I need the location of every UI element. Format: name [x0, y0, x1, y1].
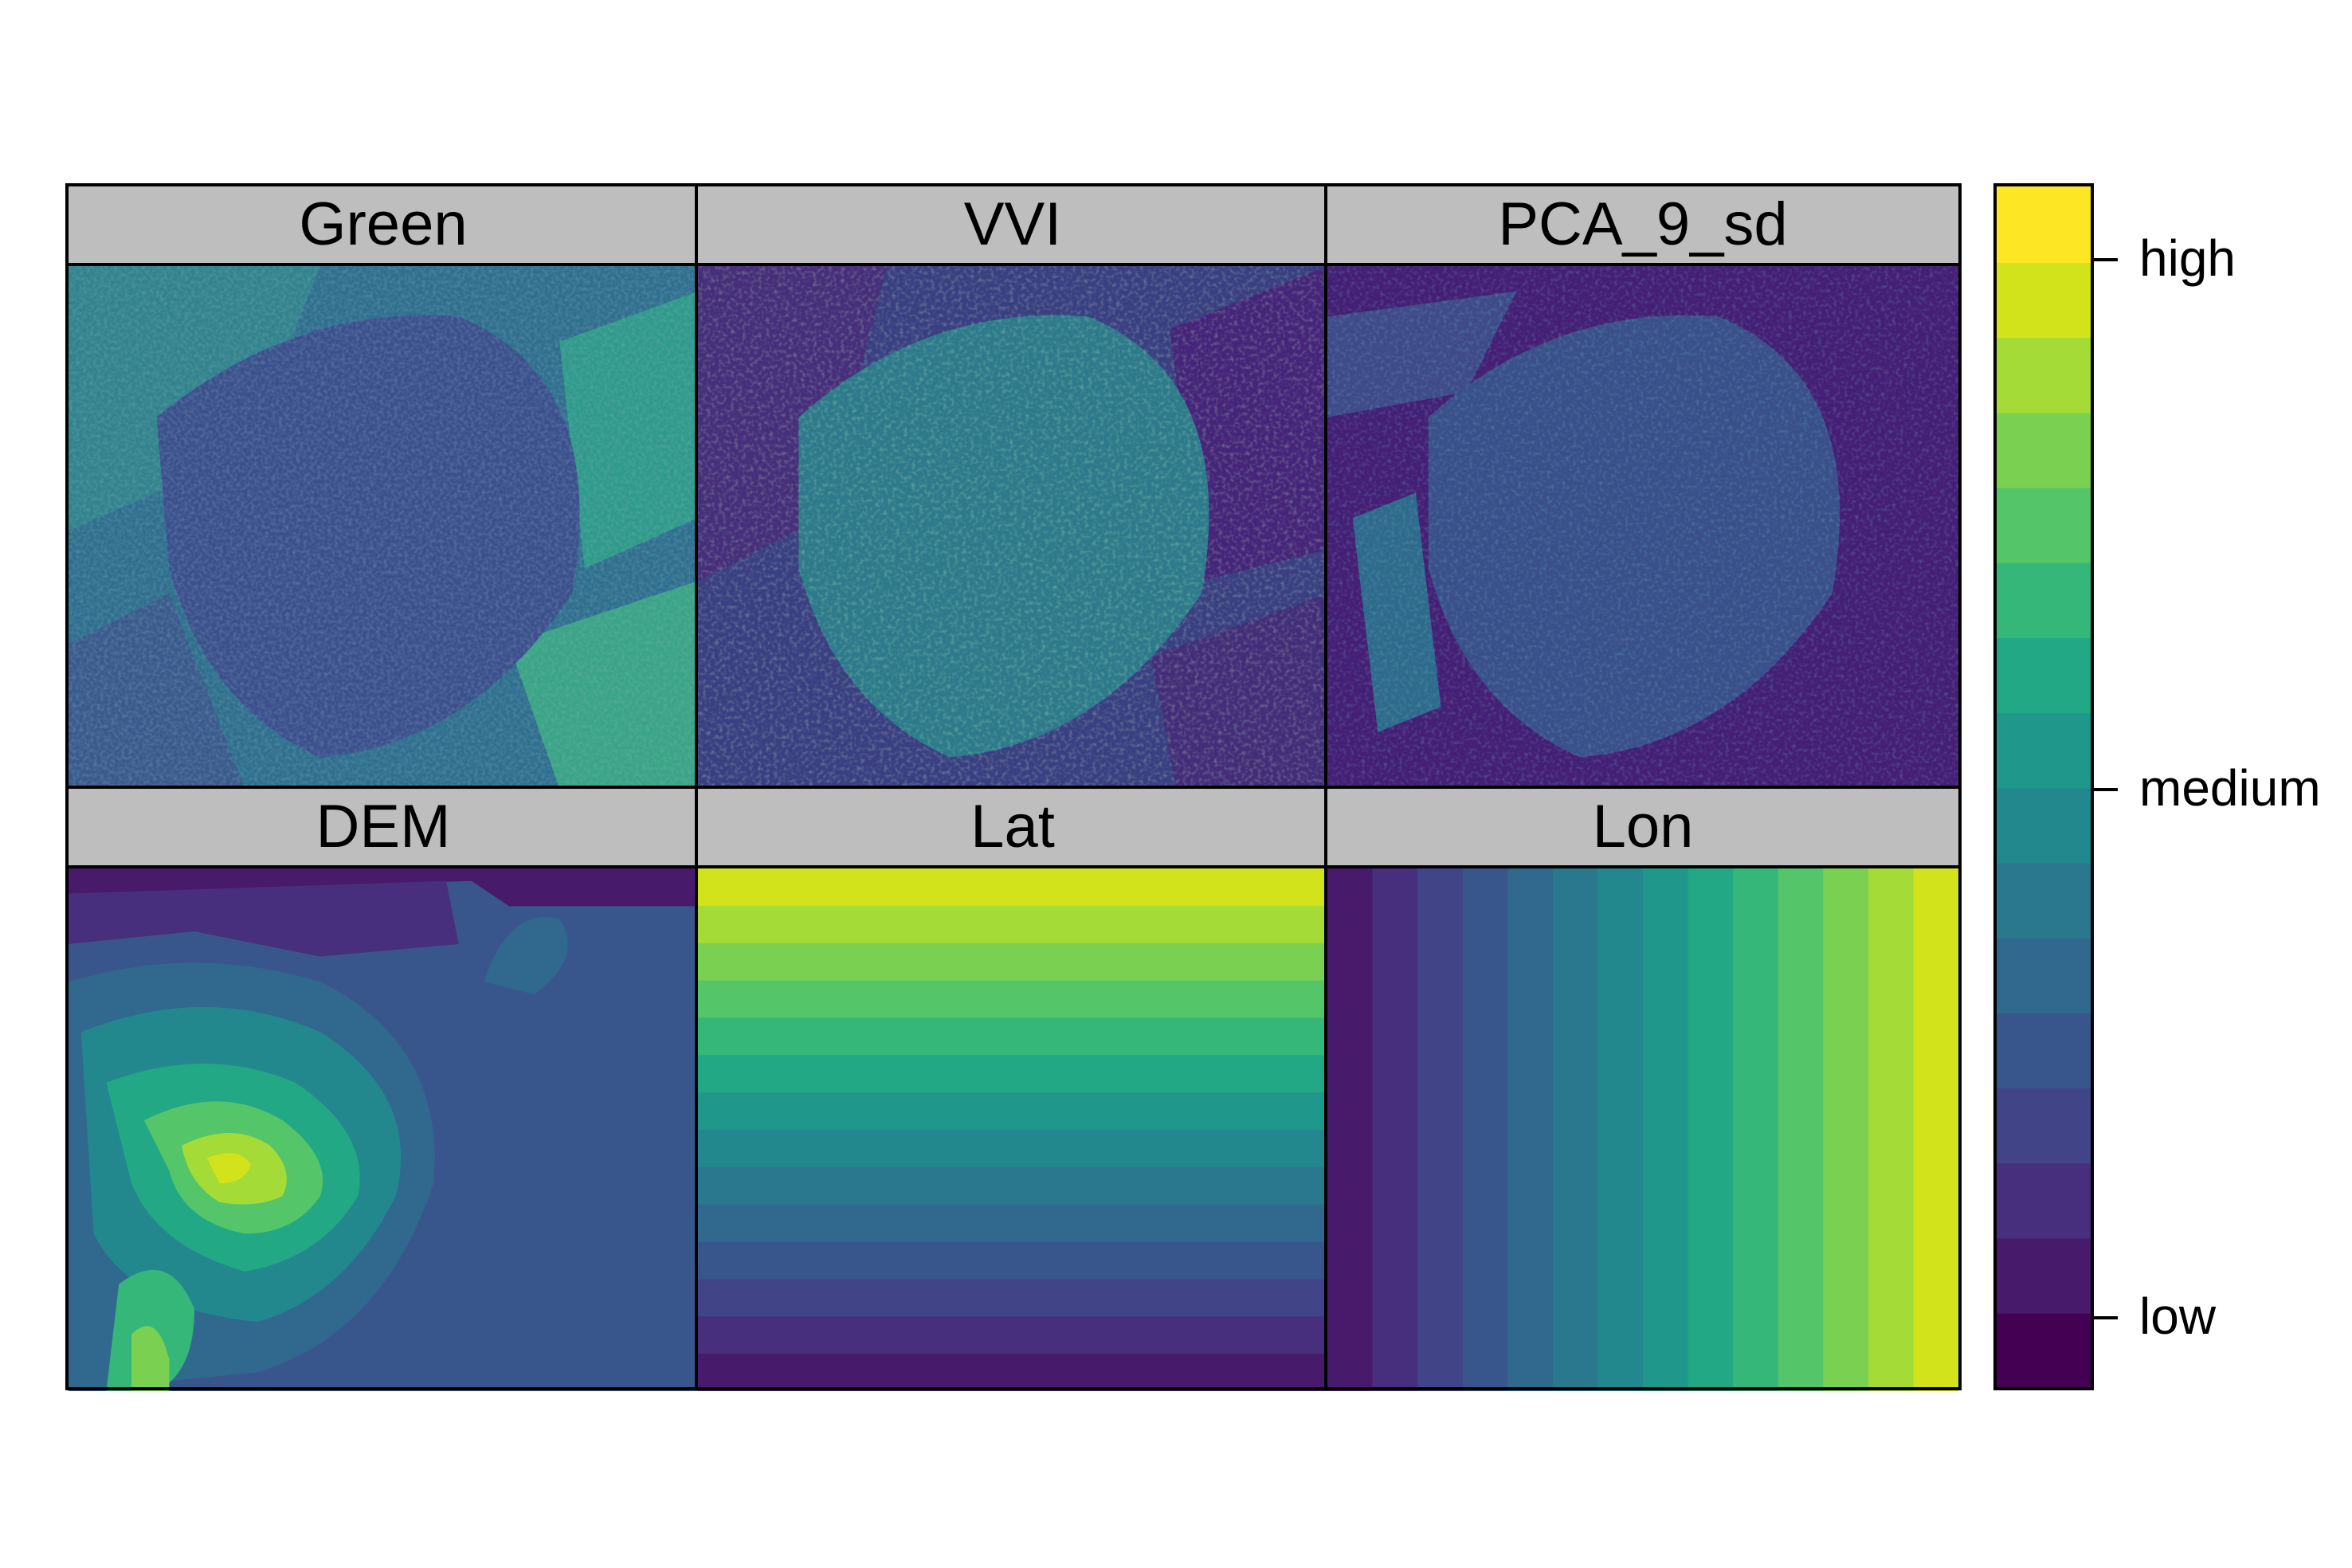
lon-band [1778, 868, 1825, 1391]
panel-title: DEM [316, 793, 451, 860]
panel-title-strip: Lat [698, 789, 1327, 868]
lon-band [1507, 868, 1554, 1391]
lat-band [698, 1279, 1327, 1318]
legend-color-step [1997, 711, 2091, 789]
legend-color-step [1997, 861, 2091, 939]
lat-band [698, 868, 1327, 907]
panel-title-strip: PCA_9_sd [1327, 186, 1958, 266]
panel-vvi: VVI [698, 186, 1327, 789]
legend-color-step [1997, 336, 2091, 414]
legend-color-step [1997, 1012, 2091, 1089]
lat-band [698, 1166, 1327, 1205]
legend-color-step [1997, 936, 2091, 1013]
panel-title: VVI [963, 190, 1062, 258]
legend-color-step [1997, 261, 2091, 339]
lon-band [1327, 868, 1374, 1391]
lat-band [698, 1130, 1327, 1168]
panel-divider [65, 786, 1962, 789]
panel-title: Lat [970, 793, 1055, 860]
raster-map-lat [698, 868, 1327, 1391]
legend-label-medium: medium [2139, 759, 2321, 817]
lat-band [698, 1055, 1327, 1094]
legend-color-step [1997, 1311, 2091, 1387]
raster-map-green [69, 266, 698, 789]
legend-tick [2094, 258, 2118, 261]
panel-title: Green [299, 190, 468, 258]
lon-band [1552, 868, 1599, 1391]
color-legend-bar [1993, 183, 2094, 1390]
legend-tick [2094, 788, 2118, 791]
panel-dem: DEM [69, 789, 698, 1391]
legend-color-step [1997, 637, 2091, 714]
legend-color-step [1997, 411, 2091, 488]
panel-title: Lon [1592, 793, 1694, 860]
lon-band [1417, 868, 1464, 1391]
lon-band [1733, 868, 1779, 1391]
lat-band [698, 1017, 1327, 1056]
lat-band [698, 1092, 1327, 1131]
lon-band [1688, 868, 1735, 1391]
lon-band [1823, 868, 1869, 1391]
lat-band [698, 980, 1327, 1019]
legend-color-step [1997, 486, 2091, 563]
panel-lon: Lon [1327, 789, 1958, 1391]
legend-color-step [1997, 1087, 2091, 1164]
legend-label-low: low [2139, 1288, 2217, 1345]
lat-band [698, 943, 1327, 982]
lon-band [1597, 868, 1644, 1391]
panel-title: PCA_9_sd [1498, 190, 1788, 258]
panel-title-strip: VVI [698, 186, 1327, 266]
lat-band [698, 1316, 1327, 1355]
panel-title-strip: DEM [69, 789, 698, 868]
legend-tick [2094, 1316, 2118, 1319]
lon-band [1462, 868, 1509, 1391]
panel-green: Green [69, 186, 698, 789]
lat-band [698, 1204, 1327, 1243]
lon-band [1372, 868, 1419, 1391]
panel-title-strip: Green [69, 186, 698, 266]
raster-map-pca-9-sd [1327, 266, 1958, 789]
panel-lat: Lat [698, 789, 1327, 1391]
legend-label-high: high [2139, 229, 2236, 287]
legend-color-step [1997, 786, 2091, 864]
legend-color-step [1997, 561, 2091, 639]
legend-color-step [1997, 1237, 2091, 1314]
legend-color-step [1997, 1162, 2091, 1239]
lat-band [698, 905, 1327, 944]
lat-band [698, 1241, 1327, 1280]
panel-title-strip: Lon [1327, 789, 1958, 868]
lon-band [1868, 868, 1915, 1391]
panel-pca-9-sd: PCA_9_sd [1327, 186, 1958, 789]
legend-color-step [1997, 186, 2091, 264]
raster-map-lon [1327, 868, 1958, 1391]
lon-band [1913, 868, 1958, 1391]
lon-band [1643, 868, 1689, 1391]
lat-band [698, 1354, 1327, 1391]
raster-map-dem [69, 868, 698, 1391]
raster-map-vvi [698, 266, 1327, 789]
